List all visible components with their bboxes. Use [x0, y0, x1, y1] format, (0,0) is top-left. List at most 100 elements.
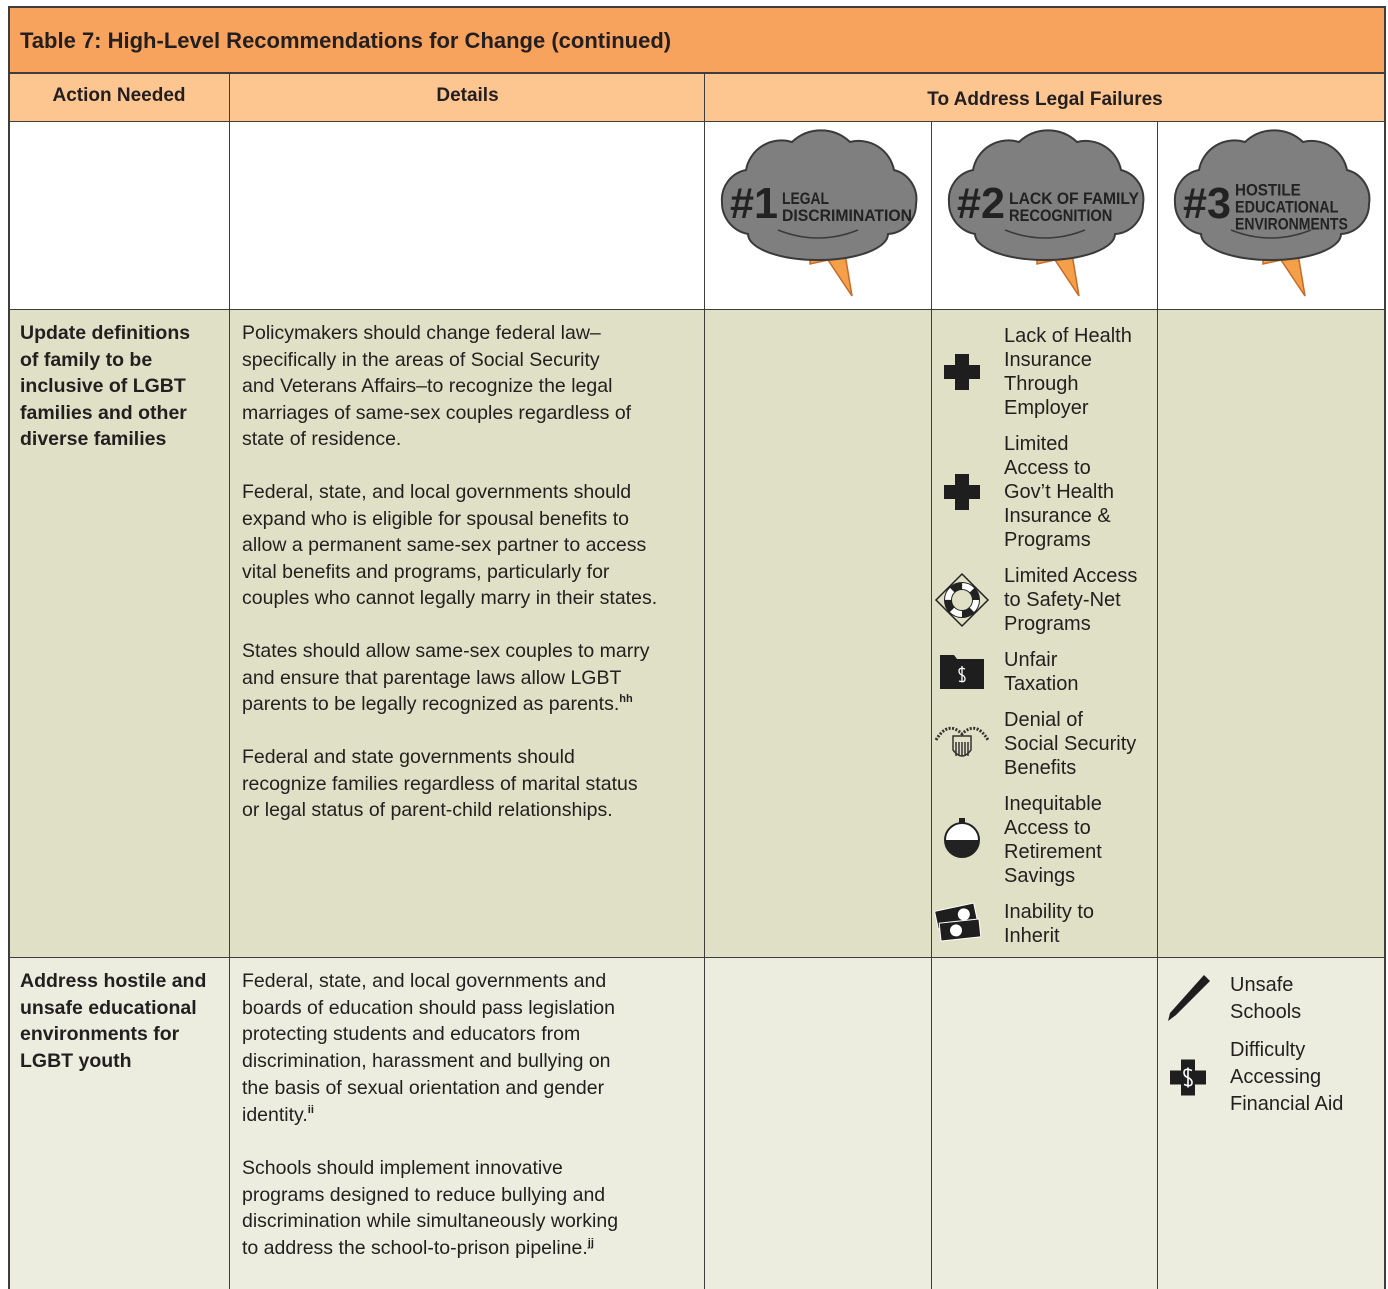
action-line: Update definitions	[20, 322, 191, 344]
detail-line: Schools should implement innovative	[242, 1156, 563, 1179]
detail-line: identity.ii	[242, 1103, 314, 1126]
column-header: To Address Legal Failures	[927, 89, 1163, 110]
impact-line: Social Security	[1004, 733, 1137, 755]
impact-line: Taxation	[1004, 673, 1079, 695]
detail-line: boards of education should pass legislat…	[242, 996, 615, 1019]
detail-line: parents to be legally recognized as pare…	[242, 693, 633, 715]
icon-cross	[944, 474, 980, 510]
footnote-ref: ii	[307, 1103, 314, 1116]
cloud	[947, 129, 1145, 261]
impact-line: Denial of	[1004, 709, 1083, 731]
impact-line: Inequitable	[1004, 793, 1102, 815]
footnote-ref: jj	[587, 1237, 594, 1249]
failure-label: LACK OF FAMILY	[1009, 189, 1140, 208]
icon-pencil	[1168, 975, 1210, 1021]
detail-line: state of residence.	[242, 428, 402, 450]
action-line: of family to be	[20, 348, 153, 371]
impact-line: Limited Access	[1004, 565, 1138, 587]
detail-line: programs designed to reduce bullying and	[242, 1183, 606, 1206]
icon-dollar	[1183, 1067, 1193, 1088]
impact-line: Difficulty	[1230, 1039, 1306, 1061]
detail-line: or legal status of parent-child relation…	[242, 799, 613, 821]
failure-label: ENVIRONMENTS	[1235, 214, 1348, 233]
failure-number: #2	[957, 179, 1005, 228]
impact-line: Gov’t Health	[1004, 481, 1115, 503]
failure-label: HOSTILE	[1235, 180, 1301, 199]
impact-line: to Safety-Net	[1004, 589, 1121, 611]
detail-line: allow a permanent same-sex partner to ac…	[242, 534, 647, 556]
row-education	[8, 958, 1385, 1289]
impact-line: Through	[1004, 373, 1079, 395]
impact-line: Insurance	[1004, 349, 1092, 371]
action-line: unsafe educational	[20, 996, 197, 1019]
column-header: Details	[436, 85, 499, 106]
icon-bill-coin	[957, 908, 970, 921]
impact-line: Financial Aid	[1230, 1093, 1344, 1115]
rule	[1384, 6, 1386, 1289]
icon-cap	[959, 818, 965, 823]
rule	[8, 309, 1386, 310]
cloud	[1173, 129, 1371, 261]
icon-bill-coin	[950, 924, 963, 937]
impact-line: Access to	[1004, 817, 1091, 839]
icon-buoy-stripe	[945, 583, 979, 617]
action-line: inclusive of LGBT	[20, 375, 186, 397]
rule	[8, 6, 10, 1289]
footnote-ref: hh	[619, 693, 633, 705]
impact-line: Schools	[1230, 1001, 1302, 1023]
action-line: families and other	[20, 401, 187, 424]
failure-number: #3	[1183, 179, 1231, 228]
failure-label: LEGAL	[782, 189, 829, 208]
action-line: environments for	[20, 1023, 180, 1046]
icon-frame	[934, 572, 990, 628]
detail-line: vital benefits and programs, particularl…	[242, 560, 610, 583]
detail-line: specifically in the areas of Social Secu…	[242, 348, 600, 371]
impact-line: Retirement	[1004, 841, 1102, 863]
impact-line: Programs	[1004, 529, 1091, 551]
impact-line: Limited	[1004, 433, 1069, 455]
detail-line: discrimination while simultaneously work…	[242, 1210, 619, 1233]
detail-line: couples who cannot legally marry in thei…	[242, 587, 658, 609]
detail-line: marriages of same-sex couples regardless…	[242, 401, 632, 424]
icon-bill-body	[938, 918, 982, 942]
table-title: Table 7: High-Level Recommendations for …	[20, 28, 672, 53]
detail-line: Federal, state, and local governments an…	[242, 970, 607, 992]
detail-line: Policymakers should change federal law–	[242, 322, 601, 344]
detail-line: expand who is eligible for spousal benef…	[242, 507, 629, 530]
failure-label: RECOGNITION	[1009, 206, 1112, 225]
rule	[8, 6, 1386, 8]
impact-line: Accessing	[1230, 1066, 1322, 1088]
detail-line: Federal and state governments should	[242, 746, 575, 768]
impact-line: Lack of Health	[1004, 325, 1132, 347]
cloud-curve	[777, 229, 859, 239]
impact-line: Programs	[1004, 613, 1091, 635]
failure-label: DISCRIMINATION	[782, 206, 912, 225]
rule	[1157, 122, 1158, 1289]
detail-line: States should allow same-sex couples to …	[242, 640, 650, 662]
header-row	[8, 73, 1385, 122]
impact-line: Employer	[1004, 397, 1089, 419]
impact-line: Access to	[1004, 457, 1091, 479]
impact-line: Benefits	[1004, 757, 1077, 779]
rule	[8, 121, 1386, 122]
detail-line: Federal, state, and local governments sh…	[242, 481, 632, 503]
rule	[229, 73, 230, 1289]
cloud-curve	[1230, 229, 1312, 239]
detail-line: discrimination, harassment and bullying …	[242, 1050, 611, 1073]
icon-cross	[944, 354, 980, 390]
impact-line: Unsafe	[1230, 974, 1294, 996]
detail-line: recognize families regardless of marital…	[242, 772, 638, 795]
icon-shield	[952, 735, 972, 757]
title-bar	[8, 7, 1385, 73]
row-family	[8, 310, 1385, 958]
detail-line: and Veterans Affairs–to recognize the le…	[242, 375, 613, 397]
impact-line: Insurance &	[1004, 505, 1111, 527]
detail-line: to address the school-to-prison pipeline…	[242, 1237, 594, 1259]
impact-line: Inherit	[1004, 925, 1060, 947]
rule	[8, 957, 1386, 958]
icon-dollar	[958, 666, 966, 683]
